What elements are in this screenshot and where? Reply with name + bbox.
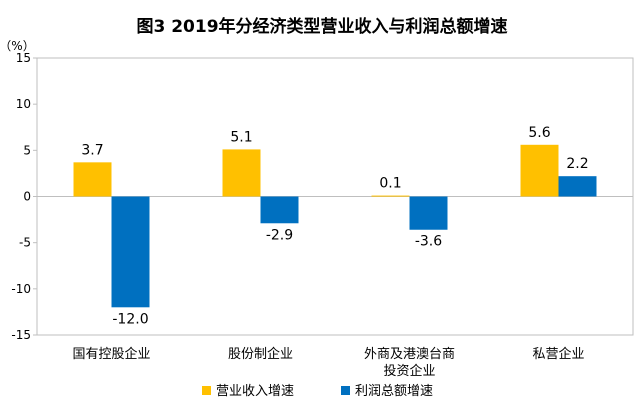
bar-profit [260,196,299,224]
data-label: 5.6 [528,125,550,141]
legend-swatch [202,386,211,395]
x-axis-category-label: 股份制企业 [228,346,293,362]
legend-label: 营业收入增速 [216,384,294,399]
data-label: 2.2 [566,156,588,172]
bar-revenue [520,144,559,197]
data-label: -12.0 [112,311,148,327]
y-axis-tick-label: 5 [23,143,31,157]
data-label: 5.1 [230,129,252,145]
bar-revenue [73,162,112,197]
data-label: 0.1 [379,176,401,192]
y-axis-tick-label: -5 [19,236,31,250]
bar-profit [111,196,150,308]
legend-label: 利润总额增速 [355,384,433,399]
data-label: -2.9 [266,227,293,243]
bar-revenue [222,149,261,197]
x-axis-category-label: 国有控股企业 [72,346,150,362]
y-axis-tick-label: 0 [23,190,31,204]
bar-profit [409,196,448,230]
x-axis-category-label: 私营企业 [532,346,584,362]
y-axis-tick-label: -15 [11,328,31,342]
x-axis-category-label: 投资企业 [383,363,435,379]
y-axis-unit-label: （%） [0,39,35,53]
chart-title: 图3 2019年分经济类型营业收入与利润总额增速 [136,16,507,37]
x-axis-category-label: 外商及港澳台商 [364,346,455,362]
data-label: -3.6 [415,234,442,250]
y-axis-tick-label: 15 [16,51,31,65]
bar-profit [558,176,597,197]
y-axis-tick-label: 10 [16,97,31,111]
bar-revenue [371,195,410,197]
y-axis-tick-label: -10 [11,282,31,296]
data-label: 3.7 [81,142,103,158]
legend-swatch [341,386,350,395]
